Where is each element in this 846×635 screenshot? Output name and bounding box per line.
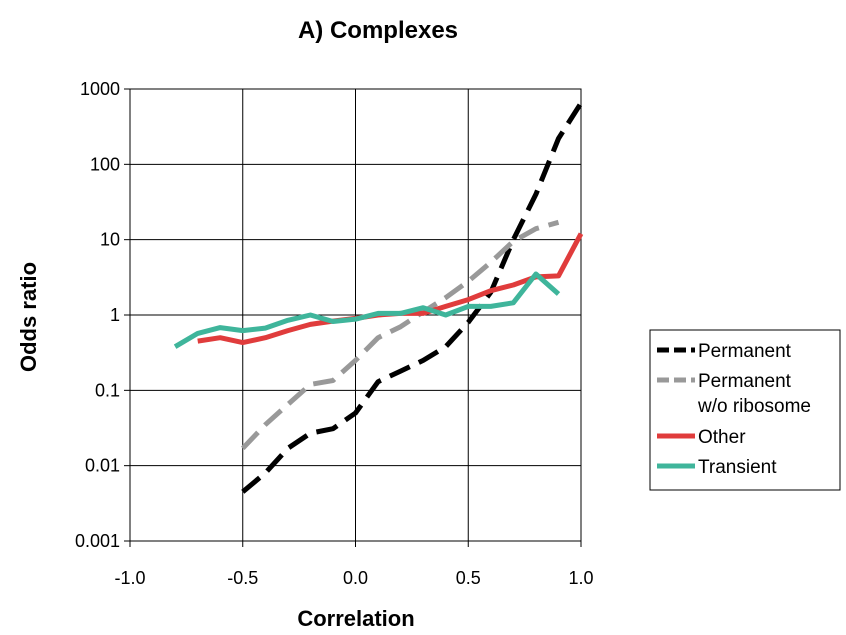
x-axis-title: Correlation [297, 606, 414, 631]
legend-label: Permanent [698, 371, 792, 392]
x-tick-label: -0.5 [227, 568, 258, 588]
x-tick-label: 1.0 [568, 568, 593, 588]
legend-label: Other [698, 427, 746, 448]
series-line [173, 271, 561, 349]
plot-border [129, 88, 582, 542]
axis-ticks: -1.0 -0.5 0.0 0.5 1.0 0.001 0.01 0.1 1 10 100 1000 [75, 79, 594, 588]
y-tick-label: 1 [110, 305, 120, 325]
chart-title: A) Complexes [298, 17, 458, 44]
legend: Permanent Permanent w/o ribosome Other Trans… [649, 329, 841, 491]
x-tick-label: -1.0 [114, 568, 145, 588]
y-axis-title: Odds ratio [16, 262, 41, 372]
series-line [240, 219, 560, 451]
y-tick-label: 0.01 [85, 456, 120, 476]
x-tick-label: 0.0 [343, 568, 368, 588]
y-tick-label: 0.001 [75, 531, 120, 551]
plot-grid [124, 88, 582, 547]
plot-series [173, 101, 584, 494]
legend-box [649, 329, 841, 491]
y-tick-label: 100 [90, 154, 120, 174]
y-tick-label: 0.1 [95, 380, 120, 400]
legend-label: Permanent [698, 341, 792, 362]
x-tick-label: 0.5 [456, 568, 481, 588]
legend-label: Transient [698, 457, 777, 478]
y-tick-label: 10 [100, 230, 120, 250]
legend-label: w/o ribosome [697, 396, 811, 417]
y-tick-label: 1000 [80, 79, 120, 99]
series-line [241, 101, 584, 494]
